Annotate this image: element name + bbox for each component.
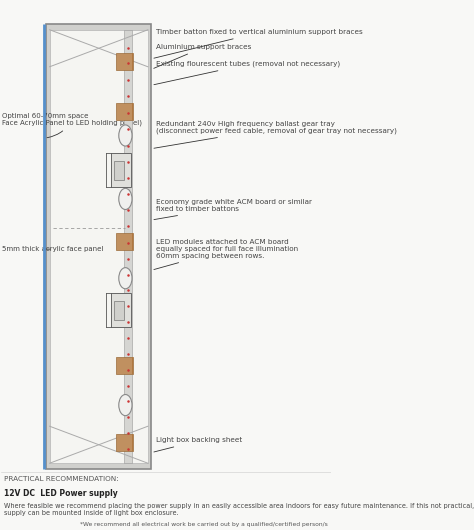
- Bar: [116, 233, 133, 250]
- Circle shape: [119, 268, 132, 289]
- Bar: [116, 357, 133, 374]
- Bar: [132, 233, 133, 250]
- Bar: [124, 30, 132, 463]
- Text: LED modules attached to ACM board
equally spaced for full face illumination
60mm: LED modules attached to ACM board equall…: [154, 239, 298, 270]
- Text: PRACTICAL RECOMMENDATION:: PRACTICAL RECOMMENDATION:: [4, 476, 119, 482]
- Bar: [114, 161, 124, 180]
- Text: Timber batton fixed to vertical aluminium support braces: Timber batton fixed to vertical aluminiu…: [154, 29, 363, 58]
- Text: Aluminium support braces: Aluminium support braces: [154, 44, 252, 68]
- Text: *We recommend all electrical work be carried out by a qualified/certified person: *We recommend all electrical work be car…: [81, 522, 328, 527]
- Bar: [50, 30, 148, 463]
- Text: Light box backing sheet: Light box backing sheet: [154, 437, 242, 452]
- Bar: [111, 153, 130, 187]
- Text: 5mm thick acrylic face panel: 5mm thick acrylic face panel: [2, 246, 104, 252]
- Bar: [114, 302, 124, 320]
- Bar: [46, 24, 151, 469]
- Text: Existing flourescent tubes (removal not necessary): Existing flourescent tubes (removal not …: [154, 61, 340, 85]
- Bar: [132, 53, 133, 70]
- Circle shape: [119, 125, 132, 146]
- Text: Redundant 240v High frequency ballast gear tray
(disconnect power feed cable, re: Redundant 240v High frequency ballast ge…: [154, 121, 397, 148]
- Bar: [116, 434, 133, 450]
- Text: Economy grade white ACM board or similar
fixed to timber battons: Economy grade white ACM board or similar…: [154, 199, 312, 219]
- Bar: [111, 293, 130, 327]
- Bar: [116, 53, 133, 70]
- Bar: [132, 103, 133, 120]
- Circle shape: [119, 394, 132, 416]
- Text: Optimal 60-70mm space
Face Acrylic Panel to LED holding panel): Optimal 60-70mm space Face Acrylic Panel…: [2, 113, 142, 138]
- Bar: [132, 434, 133, 450]
- Circle shape: [119, 188, 132, 209]
- Bar: [132, 357, 133, 374]
- Text: 12V DC  LED Power supply: 12V DC LED Power supply: [4, 489, 118, 498]
- Bar: [116, 103, 133, 120]
- Text: Where feasible we recommend placing the power supply in an easily accessible are: Where feasible we recommend placing the …: [4, 503, 474, 516]
